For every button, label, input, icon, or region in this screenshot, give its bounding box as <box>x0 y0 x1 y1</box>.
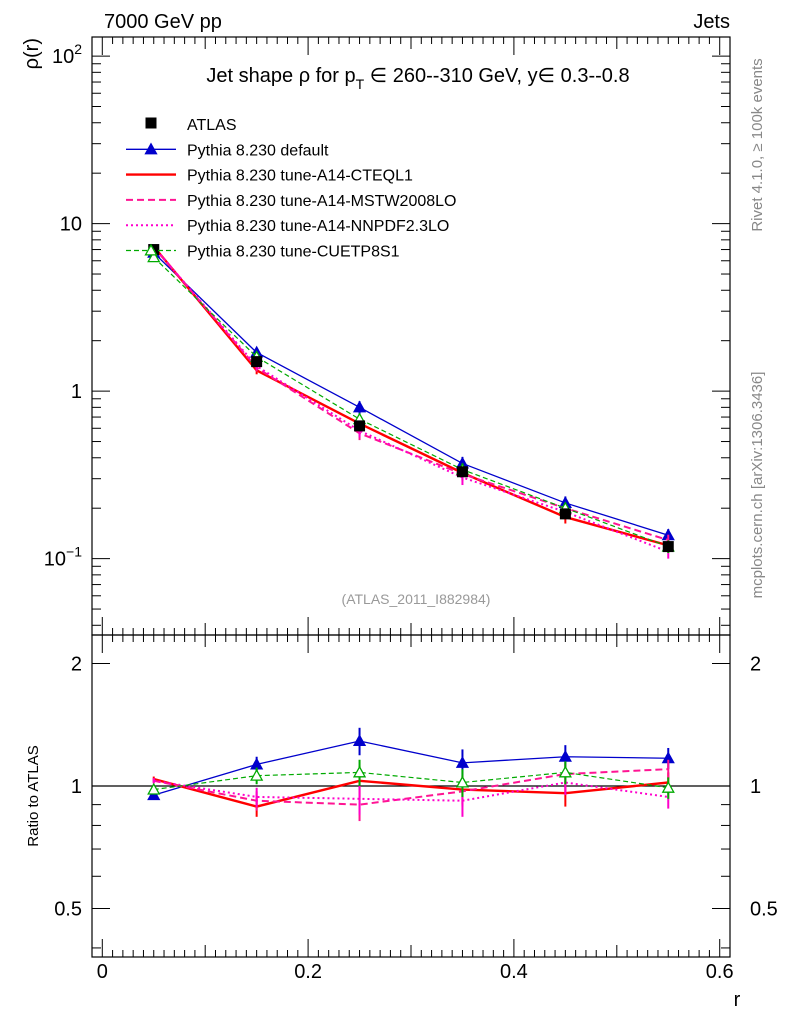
y-tick-label-top: 10−1 <box>44 544 82 571</box>
ratio-y-tick-label-right: 1 <box>750 776 761 798</box>
y-axis-label-top: ρ(r) <box>21 38 43 69</box>
ratio-y-tick-label-right: 2 <box>750 654 761 676</box>
legend-atlas-label: ATLAS <box>187 117 237 134</box>
series-5-line <box>153 256 669 548</box>
legend-series-4-label: Pythia 8.230 tune-A14-NNPDF2.3LO <box>187 218 449 235</box>
ratio-y-tick-label-left: 0.5 <box>54 898 82 920</box>
x-tick-label: 0.2 <box>294 961 322 983</box>
ratio-plot-frame <box>91 634 731 958</box>
atlas-data-point <box>662 541 674 553</box>
y-tick-label-top: 10 <box>60 214 82 236</box>
series-5-point <box>147 250 161 263</box>
legend-series-1-label: Pythia 8.230 default <box>187 142 329 159</box>
rivet-version-label: Rivet 4.1.0, ≥ 100k events <box>749 58 766 231</box>
series-2-ratio-line <box>153 777 669 808</box>
atlas-data-point <box>559 508 571 520</box>
series-1-ratio-point <box>455 756 470 768</box>
y-tick-label-top: 102 <box>52 41 82 68</box>
legend-atlas-marker <box>145 117 157 129</box>
ratio-y-tick-label-left: 1 <box>71 776 82 798</box>
series-3-ratio-line <box>153 768 669 806</box>
series-5-ratio-point <box>147 782 161 795</box>
x-tick-label: 0.4 <box>500 961 528 983</box>
ratio-y-tick-label-right: 0.5 <box>750 898 778 920</box>
series-1-point <box>352 400 367 413</box>
x-tick-label: 0.6 <box>706 961 734 983</box>
series-5-ratio-point <box>352 765 367 778</box>
atlas-data-point <box>354 420 366 432</box>
header-category-label: Jets <box>693 11 730 33</box>
legend-series-2-label: Pythia 8.230 tune-A14-CTEQL1 <box>187 168 413 185</box>
series-5-ratio-point <box>455 775 470 788</box>
series-4-ratio-line <box>153 779 669 802</box>
legend-series-1-marker <box>144 142 158 155</box>
series-5-ratio-point <box>250 768 264 781</box>
series-1-ratio-line <box>153 740 669 796</box>
series-5-ratio-point <box>558 765 572 778</box>
series-1-ratio-point <box>352 734 367 747</box>
series-1-ratio-point <box>558 749 572 762</box>
mcplots-source-label: mcplots.cern.ch [arXiv:1306.3436] <box>749 372 766 599</box>
atlas-data-point <box>456 466 468 478</box>
x-axis-label: r <box>734 989 741 1011</box>
series-4-line <box>152 246 669 553</box>
y-axis-label-ratio: Ratio to ATLAS <box>25 745 42 846</box>
chart-title: Jet shape ρ for pT ∈ 260--310 GeV, y∈ 0.… <box>206 65 629 92</box>
x-tick-label: 0 <box>97 961 108 983</box>
y-tick-label-top: 1 <box>71 381 82 403</box>
analysis-id-label: (ATLAS_2011_I882984) <box>342 591 491 607</box>
ratio-y-tick-label-left: 2 <box>71 654 82 676</box>
header-energy-label: 7000 GeV pp <box>104 11 222 33</box>
series-5-ratio-point <box>661 780 675 793</box>
legend-series-5-marker <box>144 243 158 256</box>
series-2-line <box>152 245 669 547</box>
series-5-ratio-line <box>153 771 669 791</box>
series-3-line <box>152 246 669 542</box>
legend-series-5-label: Pythia 8.230 tune-CUETP8S1 <box>187 244 400 261</box>
atlas-data-point <box>251 356 263 368</box>
legend-series-3-label: Pythia 8.230 tune-A14-MSTW2008LO <box>187 193 456 210</box>
series-1-line <box>153 252 669 536</box>
